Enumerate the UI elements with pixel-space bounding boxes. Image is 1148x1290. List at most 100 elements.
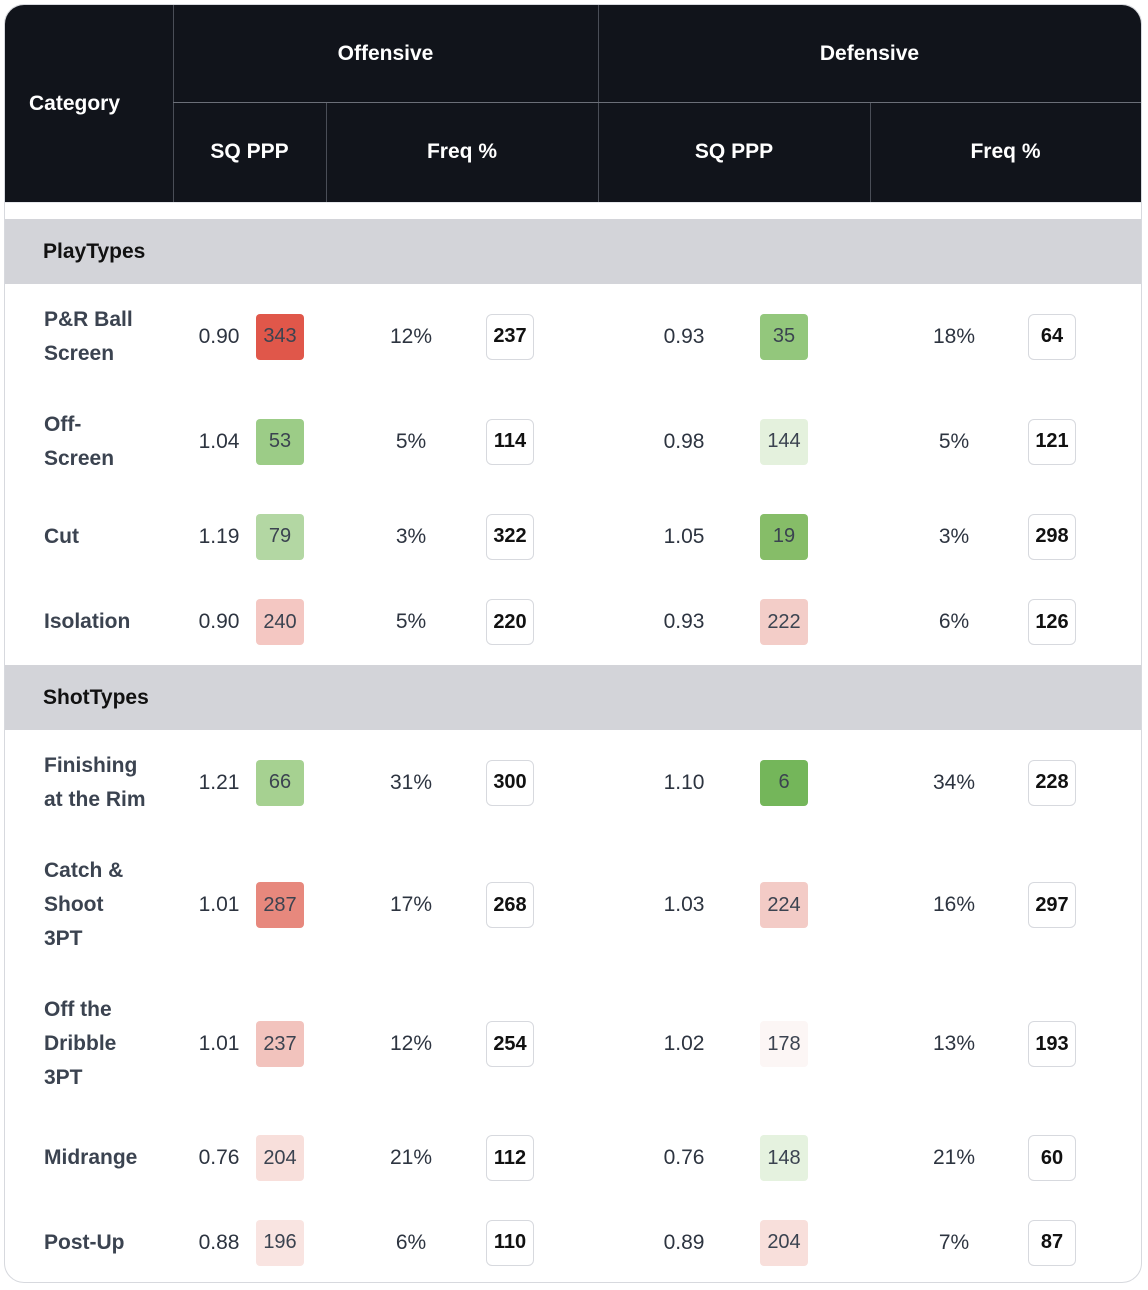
off-ppp-rank-badge: 240	[256, 599, 304, 645]
off-freq-rank-badge: 220	[486, 599, 534, 645]
off-freq-value: 31%	[389, 770, 433, 794]
def-freq-rank-badge: 126	[1028, 599, 1076, 645]
off-freq-rank-badge: 110	[486, 1219, 534, 1266]
def-ppp-rank-badge: 6	[760, 759, 808, 806]
off-ppp-value: 1.21	[198, 770, 240, 794]
def-ppp-value: 0.93	[663, 610, 705, 633]
off-freq-value: 5%	[395, 429, 427, 453]
row-category: Isolation	[44, 610, 131, 633]
def-freq-value: 7%	[938, 1230, 970, 1254]
off-ppp-rank-badge: 287	[256, 882, 304, 928]
def-ppp-value: 1.03	[663, 893, 705, 916]
def-freq-rank-badge: 298	[1028, 513, 1076, 560]
off-ppp-value: 1.01	[198, 1032, 240, 1055]
def-freq-value: 18%	[932, 324, 976, 348]
section-header-playtypes: PlayTypes	[5, 219, 1141, 284]
def-ppp-value: 1.05	[663, 524, 705, 548]
off-ppp-rank-badge: 204	[256, 1135, 304, 1181]
def-ppp-value: 0.98	[663, 429, 705, 453]
def-freq-value: 13%	[932, 1032, 976, 1055]
header-off-freq: Freq %	[426, 140, 497, 163]
row-category: Off- Screen	[44, 412, 115, 470]
def-freq-rank-badge: 297	[1028, 882, 1076, 928]
def-freq-value: 21%	[932, 1146, 976, 1169]
def-freq-rank-badge: 64	[1028, 313, 1076, 360]
def-ppp-value: 1.02	[663, 1032, 705, 1055]
header-divider	[326, 102, 327, 202]
row-category: P&R Ball Screen	[44, 307, 133, 365]
def-freq-rank-badge: 60	[1028, 1135, 1076, 1181]
def-ppp-rank-badge: 178	[760, 1021, 808, 1067]
row-category: Off the Dribble 3PT	[44, 998, 117, 1089]
table-row: Finishing at the Rim 1.21 31% 1.10 34% 66 6 300…	[5, 730, 1141, 835]
def-freq-value: 34%	[932, 770, 976, 794]
def-freq-rank-badge: 87	[1028, 1219, 1076, 1266]
table-row: Post-Up 0.88 6% 0.89 7% 196 204 110 87	[5, 1203, 1141, 1282]
def-freq-value: 5%	[938, 429, 970, 453]
def-freq-rank-badge: 121	[1028, 418, 1076, 465]
table-row: Midrange 0.76 21% 0.76 21% 204 148 112 60	[5, 1113, 1141, 1203]
def-ppp-value: 0.93	[663, 324, 705, 348]
def-ppp-rank-badge: 35	[760, 313, 808, 360]
stats-table-card: Category Offensive Defensive SQ PPP Freq…	[4, 4, 1142, 1283]
def-ppp-rank-badge: 144	[760, 418, 808, 465]
table-row: Isolation 0.90 5% 0.93 6% 240 222 220 126	[5, 579, 1141, 665]
def-ppp-rank-badge: 224	[760, 882, 808, 928]
off-freq-rank-badge: 237	[486, 313, 534, 360]
off-freq-value: 12%	[389, 1032, 433, 1055]
def-ppp-rank-badge: 222	[760, 599, 808, 645]
off-ppp-rank-badge: 66	[256, 759, 304, 806]
header-divider	[598, 5, 599, 202]
row-category: Finishing at the Rim	[44, 753, 146, 811]
header-def-sq-ppp: SQ PPP	[694, 140, 774, 163]
off-ppp-value: 0.90	[198, 324, 240, 348]
def-freq-value: 6%	[938, 610, 970, 633]
off-freq-rank-badge: 254	[486, 1021, 534, 1067]
def-freq-value: 16%	[932, 893, 976, 916]
header-category: Category	[29, 91, 121, 115]
table-header: Category Offensive Defensive SQ PPP Freq…	[5, 5, 1141, 202]
header-def-freq: Freq %	[970, 140, 1041, 163]
def-ppp-value: 0.76	[663, 1146, 705, 1169]
def-ppp-rank-badge: 148	[760, 1135, 808, 1181]
off-ppp-value: 0.90	[198, 610, 240, 633]
row-category: Post-Up	[44, 1230, 125, 1254]
header-spacer	[5, 202, 1141, 220]
off-ppp-rank-badge: 79	[256, 513, 304, 560]
row-category: Midrange	[44, 1146, 138, 1169]
header-off-sq-ppp: SQ PPP	[210, 140, 289, 163]
row-category: Cut	[44, 524, 79, 548]
off-ppp-value: 0.88	[198, 1230, 240, 1254]
off-freq-rank-badge: 268	[486, 882, 534, 928]
off-ppp-rank-badge: 237	[256, 1021, 304, 1067]
off-ppp-rank-badge: 53	[256, 418, 304, 465]
def-freq-rank-badge: 193	[1028, 1021, 1076, 1067]
off-ppp-rank-badge: 196	[256, 1219, 304, 1266]
table-row: Off the Dribble 3PT 1.01 12% 1.02 13% 237 178 2…	[5, 975, 1141, 1113]
off-ppp-value: 0.76	[198, 1146, 240, 1169]
off-freq-value: 5%	[395, 610, 427, 633]
header-offensive: Offensive	[337, 41, 434, 65]
def-freq-rank-badge: 228	[1028, 759, 1076, 806]
def-ppp-value: 0.89	[663, 1230, 705, 1254]
off-ppp-value: 1.04	[198, 429, 240, 453]
off-freq-value: 21%	[389, 1146, 433, 1169]
off-freq-rank-badge: 322	[486, 513, 534, 560]
off-freq-value: 17%	[389, 893, 433, 916]
off-freq-rank-badge: 112	[486, 1135, 534, 1181]
off-ppp-rank-badge: 343	[256, 313, 304, 360]
header-defensive: Defensive	[819, 41, 920, 65]
def-ppp-rank-badge: 19	[760, 513, 808, 560]
def-ppp-rank-badge: 204	[760, 1219, 808, 1266]
off-freq-rank-badge: 300	[486, 759, 534, 806]
table-row: Off- Screen 1.04 5% 0.98 5% 53 144 114 121	[5, 389, 1141, 494]
off-freq-value: 6%	[395, 1230, 427, 1254]
off-ppp-value: 1.19	[198, 524, 240, 548]
off-ppp-value: 1.01	[198, 893, 240, 916]
def-freq-value: 3%	[938, 524, 970, 548]
table-row: Catch & Shoot 3PT 1.01 17% 1.03 16% 287 224 268…	[5, 835, 1141, 975]
def-ppp-value: 1.10	[663, 770, 705, 794]
section-header-shottypes: ShotTypes	[5, 665, 1141, 730]
off-freq-value: 12%	[389, 324, 433, 348]
off-freq-value: 3%	[395, 524, 427, 548]
